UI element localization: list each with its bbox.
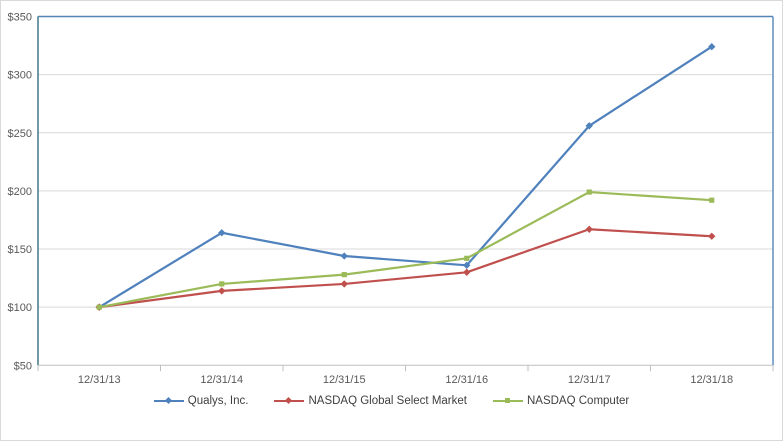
data-point-marker-nasdaq-computer (464, 255, 470, 261)
y-axis-tick-label: $200 (8, 186, 32, 198)
legend-item-qualys-inc: Qualys, Inc. (153, 395, 249, 407)
series-line-qualys-inc (98, 45, 713, 309)
data-point-marker-nasdaq-computer (709, 197, 715, 203)
y-axis-tick-label: $150 (8, 244, 32, 256)
data-point-marker-qualys-inc (463, 261, 471, 269)
data-point-marker-nasdaq-computer (219, 281, 225, 287)
legend-item-label: NASDAQ Computer (526, 395, 630, 407)
legend-swatch-line-marker-icon (492, 396, 523, 406)
legend-item-nasdaq-computer: NASDAQ Computer (492, 395, 630, 407)
series-line-nasdaq-computer (98, 190, 713, 309)
legend-swatch-line-marker-icon (274, 396, 305, 406)
legend-item-label: NASDAQ Global Select Market (308, 395, 467, 407)
data-point-marker-nasdaq-computer (96, 304, 102, 310)
x-axis-tick-label: 12/31/15 (323, 374, 366, 386)
legend-item-nasdaq-global-select-market: NASDAQ Global Select Market (274, 395, 467, 407)
y-axis-tick-label: $50 (14, 360, 32, 372)
data-point-marker-nasdaq-global-select-market (463, 268, 471, 276)
x-axis-tick-label: 12/31/17 (568, 374, 611, 386)
data-point-marker-nasdaq-global-select-market (708, 232, 716, 240)
x-axis-tick-label: 12/31/14 (200, 374, 243, 386)
x-axis-tick-label: 12/31/13 (78, 374, 121, 386)
x-axis-tick-label: 12/31/18 (690, 374, 733, 386)
data-point-marker-nasdaq-global-select-market (218, 287, 226, 295)
data-point-marker-qualys-inc (340, 252, 348, 260)
y-axis-tick-label: $250 (8, 128, 32, 140)
legend-swatch-line-marker-icon (153, 396, 184, 406)
data-point-marker-nasdaq-computer (341, 272, 347, 278)
data-point-marker-nasdaq-global-select-market (340, 280, 348, 288)
series-line-nasdaq-global-select-market (98, 228, 713, 309)
data-point-marker-nasdaq-computer (586, 189, 592, 195)
y-axis-tick-label: $300 (8, 70, 32, 82)
y-axis-tick-label: $100 (8, 302, 32, 314)
x-axis-tick-label: 12/31/16 (445, 374, 488, 386)
y-axis-tick-label: $350 (8, 12, 32, 24)
legend-item-label: Qualys, Inc. (187, 395, 249, 407)
data-point-marker-nasdaq-global-select-market (585, 225, 593, 233)
chart-legend: Qualys, Inc. NASDAQ Global Select Market… (1, 395, 782, 407)
